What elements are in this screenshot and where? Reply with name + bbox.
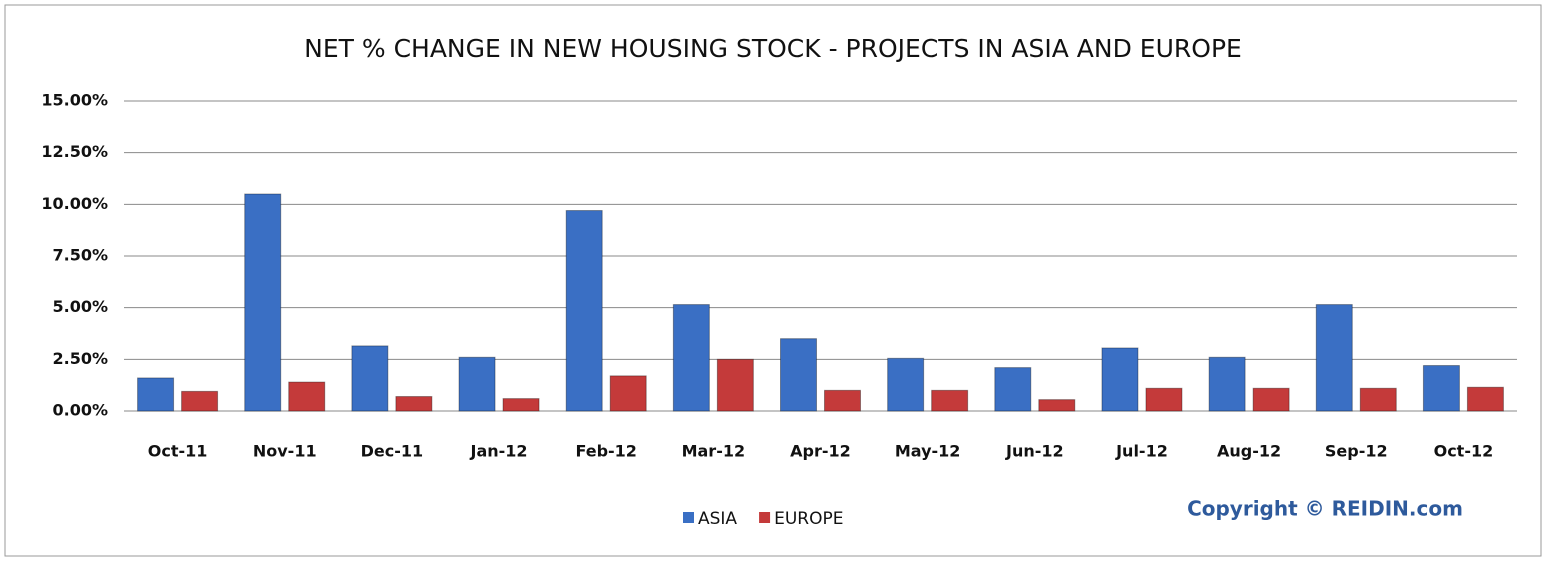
y-tick-label: 5.00% [52,297,108,316]
legend-swatch [683,512,694,523]
bar [780,338,817,412]
x-tick-label: Nov-11 [253,442,317,461]
copyright: Copyright © REIDIN.com [1187,497,1463,521]
x-tick-label: Dec-11 [361,442,424,461]
bar [994,367,1032,412]
x-tick-label: May-12 [895,442,961,461]
y-tick-label: 2.50% [52,349,108,368]
bar [931,389,969,412]
bar [1208,356,1246,412]
bar [1359,387,1397,412]
x-tick-label: Sep-12 [1325,442,1388,461]
x-tick-label: Jul-12 [1115,442,1168,461]
x-tick-label: Feb-12 [575,442,637,461]
bar [502,398,540,412]
x-tick-label: Apr-12 [790,442,851,461]
x-tick-label: Oct-11 [148,442,208,461]
y-tick-label: 15.00% [41,91,108,110]
bar [244,193,282,412]
y-tick-label: 10.00% [41,194,108,213]
x-tick-label: Aug-12 [1217,442,1281,461]
x-tick-label: Mar-12 [682,442,746,461]
bar [351,345,389,412]
bar [288,381,326,412]
x-tick-label: Oct-12 [1434,442,1494,461]
legend-swatch [759,512,771,523]
chart-border [4,4,1542,557]
bar [609,375,647,412]
bar [1422,365,1460,412]
bar [181,390,219,412]
chart-title: NET % CHANGE IN NEW HOUSING STOCK - PROJ… [304,34,1242,63]
bar [672,304,710,412]
bar [1145,387,1183,412]
x-tick-label: Jan-12 [470,442,528,461]
x-tick-label: Jun-12 [1005,442,1064,461]
bar [1038,399,1076,412]
legend-label: ASIA [698,509,737,529]
y-tick-label: 0.00% [52,401,108,420]
bar [137,377,175,412]
y-tick-label: 12.50% [41,142,108,161]
bar [1252,387,1290,412]
y-tick-label: 7.50% [52,246,108,265]
bar [1466,386,1504,412]
legend-label: EUROPE [774,509,843,529]
bar [1101,347,1139,412]
bar [395,396,433,412]
bar [458,356,496,412]
bar [716,358,754,412]
bar [887,357,925,412]
bar [1315,304,1353,412]
bar [824,389,861,412]
bar [565,210,603,412]
